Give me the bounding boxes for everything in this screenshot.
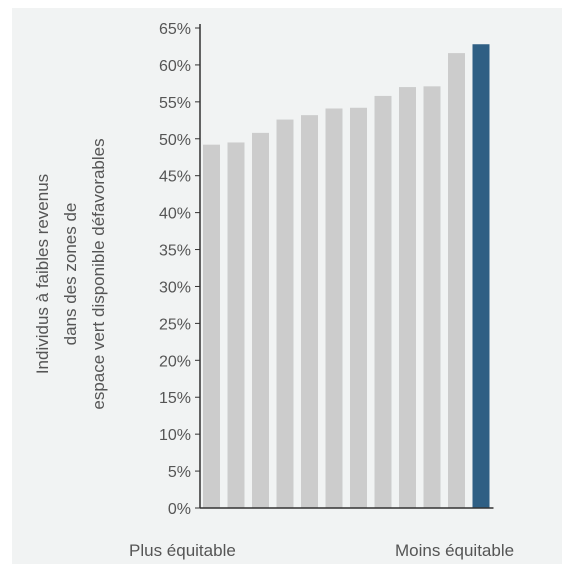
bars — [203, 44, 490, 509]
y-tick-label: 25% — [159, 316, 191, 333]
bar — [252, 132, 269, 508]
x-caption-left: Plus équitable — [129, 541, 236, 560]
y-tick-label: 65% — [159, 21, 191, 38]
y-tick-label: 35% — [159, 243, 191, 260]
chart-panel: Individus à faibles revenus dans des zon… — [12, 8, 562, 564]
bar-chart: Individus à faibles revenus dans des zon… — [33, 21, 514, 560]
y-tick-label: 55% — [159, 95, 191, 112]
bar — [227, 142, 245, 508]
y-tick-label: 10% — [159, 427, 191, 444]
bar-highlighted — [472, 44, 490, 508]
y-tick-label: 15% — [159, 390, 191, 407]
y-tick-label: 45% — [159, 169, 191, 186]
bar — [423, 86, 441, 508]
y-axis-ticks: 0% 5% 10% 15% 20% 25% 30% 35% 40% 45% 50% 55% 60% 65% — [159, 21, 200, 518]
y-axis-label-line-1: Individus à faibles revenus — [33, 174, 52, 374]
y-tick-label: 5% — [168, 464, 191, 481]
y-tick-label: 0% — [168, 501, 191, 518]
y-tick-label: 50% — [159, 132, 191, 149]
bar — [399, 87, 416, 509]
y-axis-label: Individus à faibles revenus dans des zon… — [33, 138, 108, 409]
bar — [374, 95, 392, 508]
bar — [301, 115, 318, 508]
bar — [325, 108, 343, 508]
y-tick-label: 30% — [159, 279, 191, 296]
bar — [448, 53, 465, 508]
y-tick-label: 60% — [159, 58, 191, 75]
x-caption-right: Moins équitable — [395, 541, 514, 560]
bar — [203, 144, 220, 508]
y-tick-label: 40% — [159, 206, 191, 223]
y-axis-label-line-2: dans des zones de — [61, 203, 80, 346]
bar — [350, 107, 367, 508]
y-axis-label-line-3: espace vert disponible défavorables — [89, 138, 108, 409]
bar — [276, 119, 294, 509]
y-tick-label: 20% — [159, 353, 191, 370]
